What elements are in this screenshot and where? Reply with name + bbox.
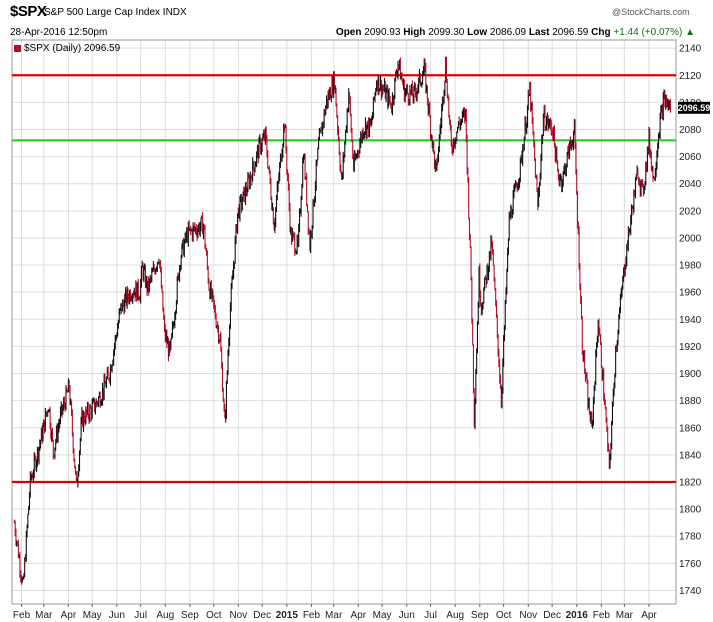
grid (12, 40, 676, 604)
x-tick-label: Jun (399, 610, 415, 621)
last-price-tag: 2096.59 (678, 101, 711, 114)
y-tick-label: 1840 (679, 450, 702, 461)
x-axis: Feb Mar Apr May Jun Jul Aug Sep Oct Nov Dec 2015 Feb… (13, 604, 657, 621)
x-tick-label: Feb (303, 610, 321, 621)
up-arrow-icon: ▲ (685, 27, 695, 38)
price-bars (13, 56, 671, 585)
x-tick-label: Mar (616, 610, 634, 621)
y-tick-label: 2040 (679, 179, 702, 190)
legend-swatch-icon (14, 44, 21, 52)
x-tick-label: Mar (35, 610, 53, 621)
x-tick-label: Apr (61, 610, 77, 621)
last-price-tag-label: 2096.59 (678, 103, 711, 113)
y-tick-label: 1760 (679, 559, 702, 570)
low-value: 2086.09 (489, 27, 527, 38)
y-tick-label: 2120 (679, 71, 702, 82)
last-label: Last (528, 27, 550, 38)
plot-frame (11, 39, 677, 605)
y-tick-label: 1940 (679, 315, 702, 326)
x-tick-label: 2015 (276, 610, 299, 621)
x-tick-label: Apr (351, 610, 367, 621)
high-label: High (403, 27, 426, 38)
y-tick-label: 2060 (679, 152, 702, 163)
x-tick-label: Jul (424, 610, 437, 621)
last-value: 2096.59 (552, 27, 589, 38)
x-tick-label: Dec (253, 610, 271, 621)
x-tick-label: Jun (109, 610, 125, 621)
symbol-description: S&P 500 Large Cap Index INDX (44, 7, 187, 18)
low-label: Low (467, 27, 488, 38)
x-tick-label: Oct (496, 610, 512, 621)
y-tick-label: 1780 (679, 532, 702, 543)
y-tick-label: 1960 (679, 288, 702, 299)
x-tick-label: Nov (229, 610, 247, 621)
timestamp: 28-Apr-2016 12:50pm (10, 27, 108, 38)
open-label: Open (335, 27, 362, 38)
x-tick-label: Aug (446, 610, 464, 621)
y-tick-label: 1740 (679, 586, 702, 597)
symbol: $SPX (10, 3, 47, 20)
legend-label: $SPX (Daily) 2096.59 (24, 43, 121, 54)
chg-label: Chg (591, 27, 611, 38)
open-value: 2090.93 (364, 27, 401, 38)
x-tick-label: May (83, 610, 102, 621)
chg-value: +1.44 (+0.07%) (613, 27, 683, 38)
x-tick-label: Nov (519, 610, 537, 621)
legend: $SPX (Daily) 2096.59 (14, 43, 120, 54)
y-tick-label: 2000 (679, 233, 702, 244)
y-tick-label: 1880 (679, 396, 702, 407)
x-tick-label: Aug (156, 610, 174, 621)
x-tick-label: Feb (13, 610, 31, 621)
y-tick-label: 1800 (679, 505, 702, 516)
y-tick-label: 2140 (679, 44, 702, 55)
y-tick-label: 1900 (679, 369, 702, 380)
y-tick-label: 1820 (679, 477, 702, 488)
quote-bar: Open 2090.93 High 2099.30 Low 2086.09 La… (336, 27, 695, 38)
y-tick-label: 2020 (679, 206, 702, 217)
x-tick-label: Sep (181, 610, 199, 621)
y-tick-label: 1980 (679, 261, 702, 272)
x-tick-label: Sep (471, 610, 489, 621)
x-tick-label: Feb (593, 610, 611, 621)
x-tick-label: Mar (325, 610, 343, 621)
y-tick-label: 1860 (679, 423, 702, 434)
x-tick-label: Apr (641, 610, 657, 621)
x-tick-label: Oct (206, 610, 222, 621)
x-tick-label: May (373, 610, 392, 621)
x-tick-label: Dec (543, 610, 561, 621)
x-tick-label: 2016 (566, 610, 589, 621)
horizontal-lines (12, 74, 676, 484)
high-value: 2099.30 (428, 27, 465, 38)
y-axis: 1740 1760 1780 1800 1820 1840 1860 1880 1900 1920… (679, 44, 702, 597)
y-tick-label: 2080 (679, 125, 702, 136)
y-tick-label: 1920 (679, 342, 702, 353)
x-tick-label: Jul (134, 610, 147, 621)
credit: @StockCharts.com (612, 7, 690, 17)
